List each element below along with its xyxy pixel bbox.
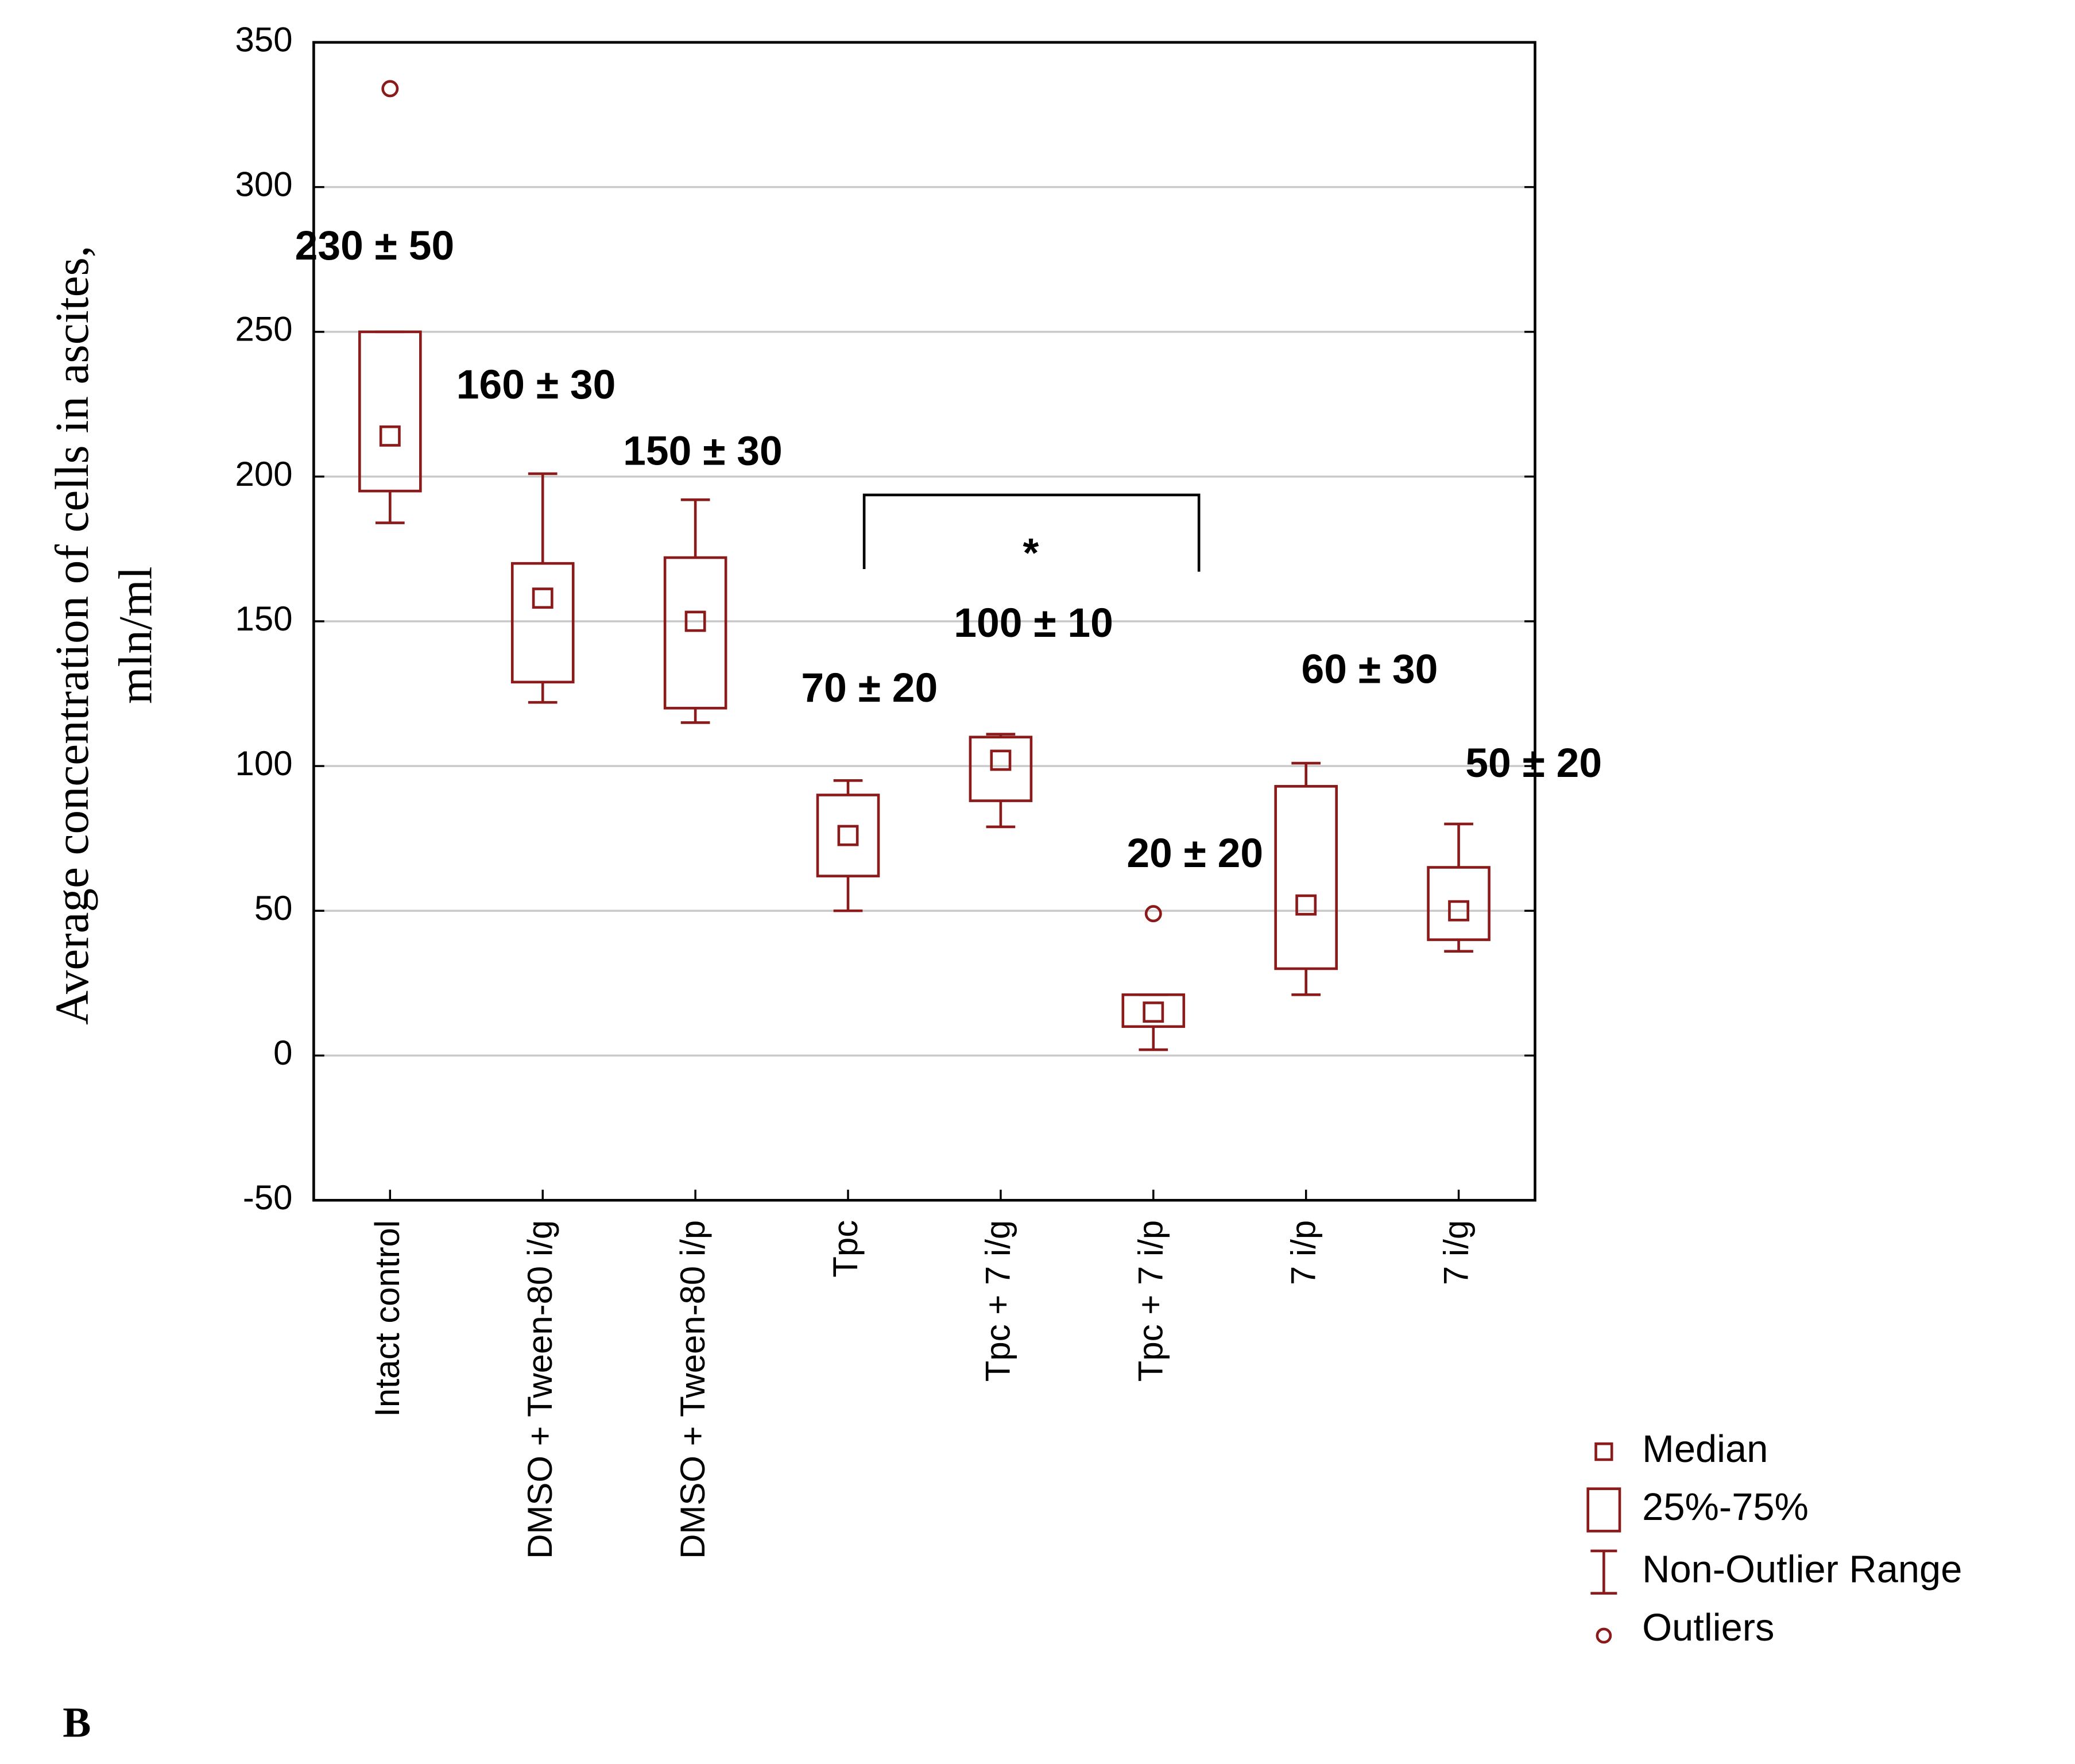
panel-label: B bbox=[63, 1699, 91, 1746]
median bbox=[379, 425, 401, 447]
legend-outlier bbox=[1596, 1627, 1612, 1644]
median bbox=[1143, 1001, 1164, 1023]
legend-box bbox=[1586, 1487, 1621, 1533]
box bbox=[969, 736, 1033, 802]
significance-bracket bbox=[862, 493, 1201, 572]
annotation: 20 ± 20 bbox=[1126, 830, 1263, 876]
y-axis-title: Average concentration of cells in ascite… bbox=[45, 246, 162, 1025]
x-tick-label: Tpc + 7 i/p bbox=[1132, 1220, 1170, 1382]
box bbox=[1427, 866, 1491, 941]
x-tick-label: DMSO + Tween-80 i/p bbox=[673, 1220, 712, 1559]
x-tick-label: Tpc bbox=[826, 1220, 865, 1278]
legend-whisker bbox=[1590, 1549, 1617, 1595]
box bbox=[358, 330, 422, 493]
annotation: 100 ± 10 bbox=[954, 600, 1113, 646]
annotation: 60 ± 30 bbox=[1302, 647, 1438, 693]
y-tick-label: 150 bbox=[235, 599, 293, 638]
y-tick-label: 300 bbox=[235, 165, 293, 204]
median bbox=[837, 825, 859, 846]
outlier bbox=[381, 80, 399, 98]
y-tick-label: 350 bbox=[235, 21, 293, 59]
annotation: 50 ± 20 bbox=[1465, 740, 1602, 786]
legend-label: 25%-75% bbox=[1642, 1486, 1809, 1529]
y-tick-label: 200 bbox=[235, 455, 293, 493]
box bbox=[663, 556, 727, 710]
legend-median bbox=[1594, 1442, 1613, 1461]
box bbox=[1121, 993, 1186, 1028]
box bbox=[1274, 785, 1338, 970]
plot-frame bbox=[312, 41, 1536, 1202]
median bbox=[684, 610, 706, 632]
annotation: 150 ± 30 bbox=[623, 428, 783, 474]
x-tick-label: Intact control bbox=[368, 1220, 407, 1417]
y-axis-title-line: mln/ml bbox=[109, 566, 162, 704]
significance-star: * bbox=[1023, 530, 1039, 576]
x-tick-label: 7 i/g bbox=[1437, 1220, 1475, 1285]
legend-label: Median bbox=[1642, 1428, 1768, 1471]
y-tick-label: -50 bbox=[243, 1178, 293, 1217]
y-tick-label: 50 bbox=[254, 889, 293, 927]
median bbox=[990, 749, 1012, 771]
box bbox=[510, 562, 575, 684]
y-tick-label: 100 bbox=[235, 744, 293, 783]
y-axis-title-line: Average concentration of cells in ascite… bbox=[45, 246, 98, 1025]
annotation: 70 ± 20 bbox=[801, 665, 938, 711]
y-tick-label: 250 bbox=[235, 310, 293, 349]
box bbox=[816, 794, 880, 877]
y-tick-label: 0 bbox=[273, 1034, 292, 1072]
outlier bbox=[1144, 905, 1162, 923]
median bbox=[1295, 894, 1317, 916]
legend-label: Non-Outlier Range bbox=[1642, 1548, 1962, 1591]
x-tick-label: 7 i/p bbox=[1284, 1220, 1323, 1285]
annotation: 160 ± 30 bbox=[456, 362, 616, 408]
annotation: 230 ± 50 bbox=[295, 223, 455, 269]
median bbox=[532, 587, 553, 609]
median bbox=[1448, 900, 1470, 922]
legend-label: Outliers bbox=[1642, 1607, 1774, 1649]
x-tick-label: Tpc + 7 i/g bbox=[979, 1220, 1017, 1382]
x-tick-label: DMSO + Tween-80 i/g bbox=[521, 1220, 559, 1559]
